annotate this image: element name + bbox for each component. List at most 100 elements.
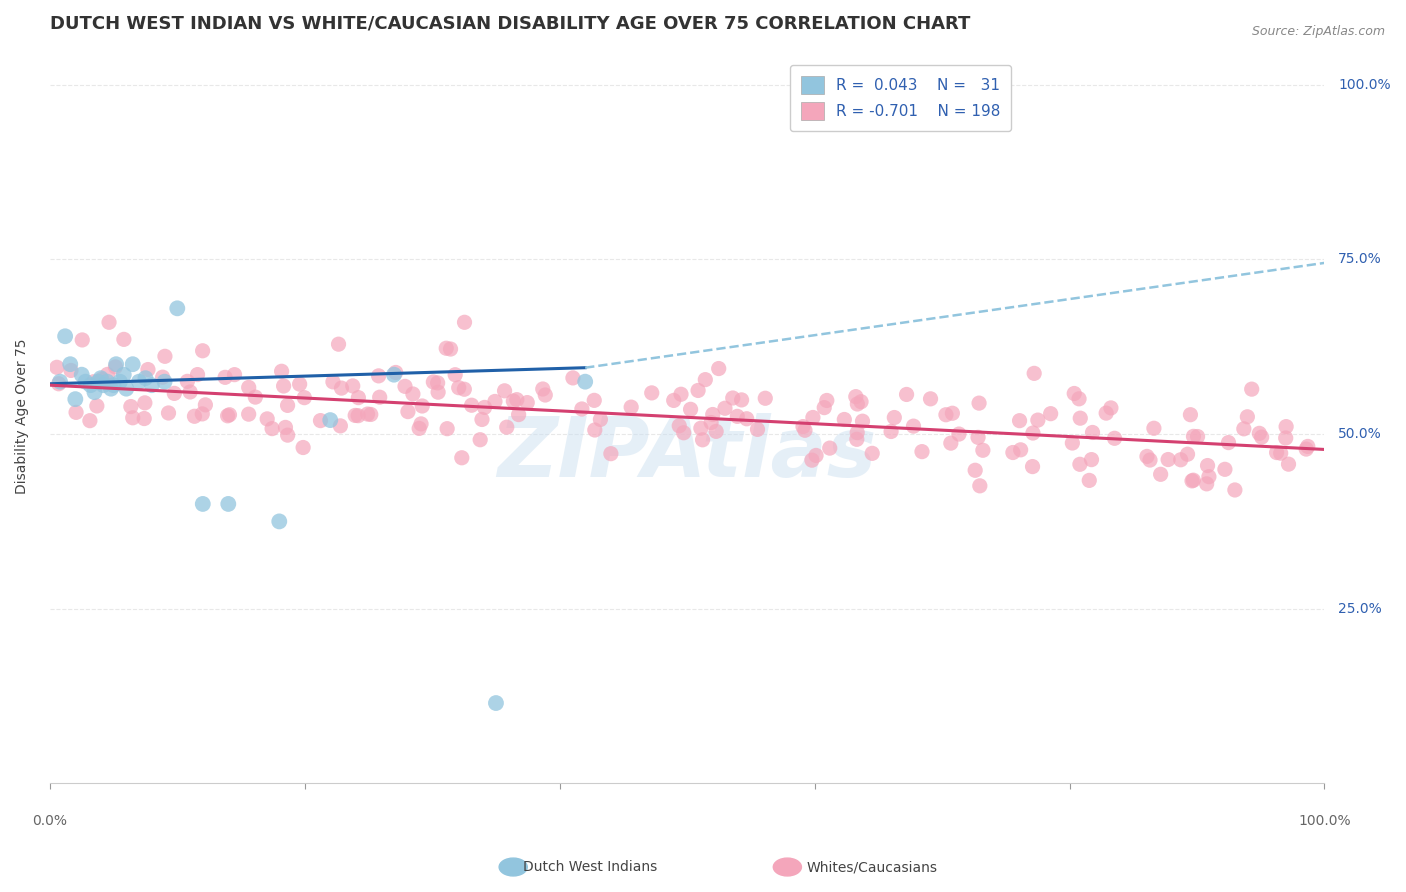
- Point: [153, 349, 176, 363]
- Point: [574, 375, 596, 389]
- Point: [191, 407, 214, 421]
- Point: [49, 375, 72, 389]
- Point: [256, 412, 278, 426]
- Point: [1270, 446, 1292, 460]
- Point: [599, 447, 621, 461]
- Point: [1182, 473, 1205, 487]
- Point: [903, 419, 925, 434]
- Point: [1039, 407, 1062, 421]
- Point: [849, 394, 872, 409]
- Point: [531, 382, 554, 396]
- Point: [238, 380, 260, 394]
- Point: [471, 412, 494, 426]
- Point: [328, 337, 350, 351]
- Point: [262, 422, 284, 436]
- Point: [186, 368, 208, 382]
- Point: [434, 341, 457, 355]
- Point: [846, 397, 869, 411]
- Point: [309, 414, 332, 428]
- Point: [1249, 426, 1271, 441]
- Point: [725, 409, 748, 424]
- Point: [688, 384, 710, 398]
- Point: [941, 406, 963, 420]
- Point: [360, 408, 382, 422]
- Point: [439, 342, 461, 356]
- Point: [583, 423, 606, 437]
- Point: [273, 379, 295, 393]
- Point: [834, 412, 856, 426]
- Point: [1274, 431, 1296, 445]
- Point: [112, 368, 135, 382]
- Point: [191, 343, 214, 358]
- Point: [1277, 457, 1299, 471]
- Point: [1182, 429, 1205, 443]
- Point: [669, 387, 692, 401]
- Point: [382, 368, 405, 382]
- Point: [1136, 450, 1159, 464]
- Point: [152, 370, 174, 384]
- Point: [1104, 431, 1126, 445]
- Point: [1099, 401, 1122, 415]
- Point: [470, 433, 492, 447]
- Point: [1008, 414, 1031, 428]
- Point: [939, 436, 962, 450]
- Point: [800, 453, 823, 467]
- Point: [1275, 419, 1298, 434]
- Point: [700, 416, 723, 430]
- Point: [965, 463, 987, 477]
- Point: [83, 375, 105, 389]
- Point: [65, 405, 87, 419]
- Point: [534, 388, 557, 402]
- Point: [157, 406, 180, 420]
- Point: [516, 395, 538, 409]
- Point: [1181, 474, 1204, 488]
- Point: [1250, 430, 1272, 444]
- Point: [1095, 406, 1118, 420]
- Point: [754, 391, 776, 405]
- Point: [411, 399, 433, 413]
- Point: [426, 376, 449, 390]
- Point: [83, 385, 105, 400]
- Point: [319, 413, 342, 427]
- Point: [342, 379, 364, 393]
- Point: [972, 443, 994, 458]
- Point: [1080, 452, 1102, 467]
- Point: [1022, 425, 1045, 440]
- Point: [484, 394, 506, 409]
- Point: [474, 401, 496, 415]
- Point: [883, 410, 905, 425]
- Point: [128, 375, 150, 389]
- Point: [1063, 386, 1085, 401]
- Point: [620, 400, 643, 414]
- Point: [70, 368, 93, 382]
- Point: [447, 381, 470, 395]
- Point: [813, 401, 835, 415]
- Point: [704, 425, 727, 439]
- Point: [460, 398, 482, 412]
- Point: [794, 423, 817, 437]
- Point: [384, 366, 406, 380]
- Point: [707, 361, 730, 376]
- Point: [935, 408, 957, 422]
- Point: [880, 425, 903, 439]
- Text: DUTCH WEST INDIAN VS WHITE/CAUCASIAN DISABILITY AGE OVER 75 CORRELATION CHART: DUTCH WEST INDIAN VS WHITE/CAUCASIAN DIS…: [49, 15, 970, 33]
- Point: [506, 392, 529, 407]
- Point: [485, 696, 508, 710]
- Point: [402, 387, 425, 401]
- Point: [1001, 445, 1024, 459]
- Point: [589, 412, 612, 426]
- Point: [714, 401, 737, 416]
- Point: [450, 450, 472, 465]
- Point: [1187, 429, 1209, 443]
- Point: [98, 315, 121, 329]
- Point: [679, 402, 702, 417]
- Point: [860, 446, 883, 460]
- Point: [851, 414, 873, 428]
- Point: [344, 409, 367, 423]
- Point: [422, 375, 444, 389]
- Point: [1069, 411, 1091, 425]
- Point: [1069, 458, 1091, 472]
- Point: [356, 407, 378, 421]
- Text: 75.0%: 75.0%: [1339, 252, 1382, 267]
- Text: Source: ZipAtlas.com: Source: ZipAtlas.com: [1251, 25, 1385, 38]
